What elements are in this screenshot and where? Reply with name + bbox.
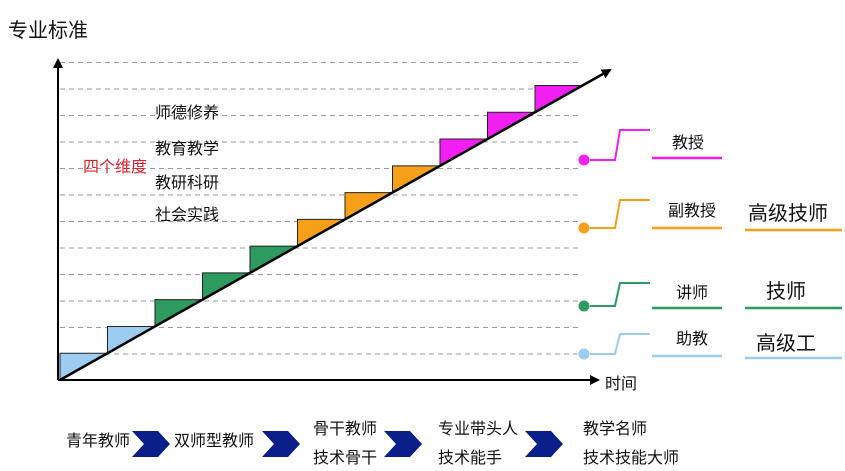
rank-assistant: 助教 高级工 (577, 329, 842, 361)
growth-arrow (59, 68, 612, 382)
rank-title-professor: 教授 (672, 133, 704, 152)
rank-equivalent-senior-worker: 高级工 (756, 331, 816, 355)
stage-2: 双师型教师 (174, 431, 254, 450)
rank-professor: 教授 (577, 129, 722, 167)
rank-title-lecturer: 讲师 (676, 283, 708, 302)
stage-3-line-1: 骨干教师 (313, 419, 377, 438)
rank-equivalent-senior-technician: 高级技师 (748, 201, 828, 225)
rank-title-assistant: 助教 (676, 329, 708, 348)
stage-5-line-2: 技术技能大师 (583, 448, 679, 467)
y-axis-label: 专业标准 (8, 18, 88, 42)
rank-title-associate-professor: 副教授 (668, 201, 716, 220)
dimension-item-4: 社会实践 (155, 205, 219, 224)
stage-4-line-2: 技术能手 (438, 448, 502, 467)
rank-labels: 教授 副教授 高级技师 讲师 技师 助教 高级工 (577, 129, 842, 361)
chevron-right-icon (525, 431, 563, 457)
dimensions-label: 四个维度 (83, 157, 147, 176)
x-axis-label: 时间 (605, 374, 637, 393)
stage-4-line-1: 专业带头人 (438, 419, 518, 438)
career-stages: 青年教师 双师型教师 骨干教师 技术骨干 专业带头人 技术能手 教学名师 技术技… (66, 419, 679, 467)
dimension-item-3: 教研科研 (155, 173, 219, 192)
stage-1: 青年教师 (66, 431, 130, 450)
dimension-item-1: 师德修养 (155, 103, 219, 122)
rank-associate-professor: 副教授 高级技师 (577, 199, 842, 235)
stage-3-line-2: 技术骨干 (313, 448, 377, 467)
chevron-right-icon (262, 431, 300, 457)
grid-lines (60, 62, 578, 355)
chevron-right-icon (384, 431, 422, 457)
dimension-item-2: 教育教学 (155, 139, 219, 158)
rank-equivalent-technician: 技师 (766, 279, 806, 303)
rank-lecturer: 讲师 技师 (577, 279, 842, 313)
stage-5-line-1: 教学名师 (583, 419, 647, 438)
chevron-right-icon (132, 431, 170, 457)
